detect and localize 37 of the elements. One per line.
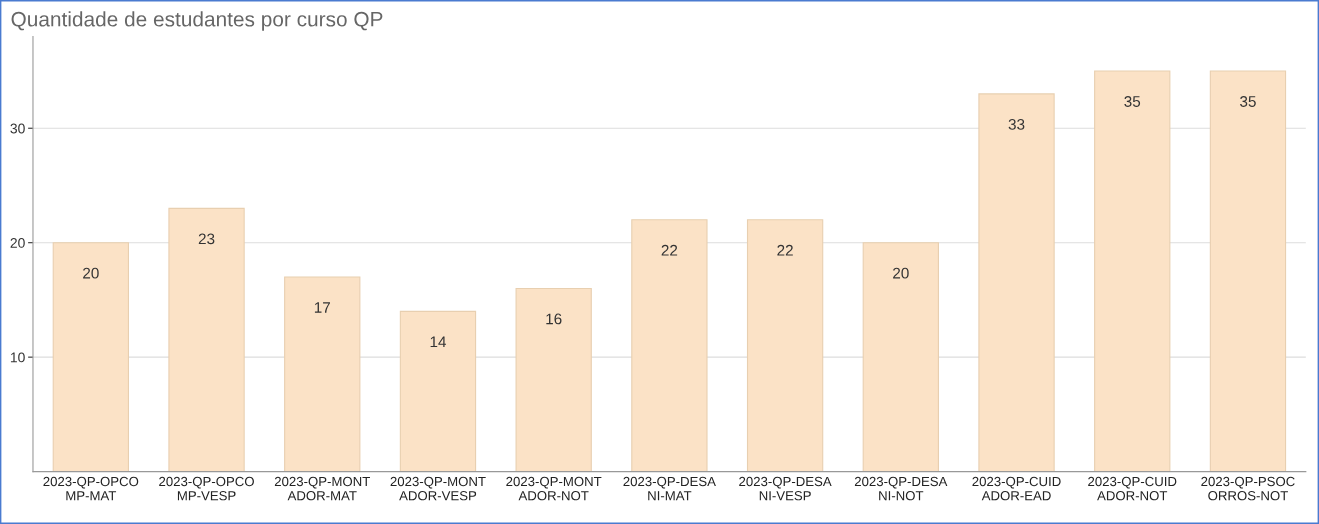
- bar: [746, 219, 824, 472]
- data-label: 33: [1008, 118, 1025, 130]
- data-label: 35: [1124, 96, 1141, 107]
- y-tick-label: 20: [10, 238, 25, 248]
- bar: [168, 207, 245, 472]
- x-tick-label: 2023-QP-DESANI-MAT: [623, 476, 716, 501]
- data-label: 20: [83, 267, 99, 279]
- bar: [52, 242, 129, 472]
- bar: [1094, 70, 1171, 472]
- data-label: 23: [198, 233, 215, 245]
- x-tick-label: 2023-QP-DESANI-VESP: [739, 476, 832, 501]
- y-tick-label: 10: [10, 352, 25, 363]
- x-tick-label: 2023-QP-CUIDADOR-EAD: [972, 476, 1061, 501]
- bar: [862, 242, 939, 472]
- bar: [284, 276, 361, 472]
- x-tick-label: 2023-QP-DESANI-NOT: [854, 476, 948, 501]
- x-tick-label: 2023-QP-OPCOMP-MAT: [43, 476, 139, 501]
- data-label: 17: [314, 302, 330, 313]
- bar: [515, 287, 592, 472]
- y-tick-label: 30: [10, 123, 25, 134]
- bar: [399, 310, 477, 472]
- data-label: 22: [777, 244, 793, 256]
- bar: [978, 93, 1055, 472]
- chart-title: Quantidade de estudantes por curso QP: [11, 11, 383, 31]
- x-tick-label: 2023-QP-MONTADOR-NOT: [506, 476, 602, 501]
- data-label: 20: [893, 267, 909, 279]
- x-tick-label: 2023-QP-PSOCORROS-NOT: [1201, 476, 1295, 501]
- x-tick-label: 2023-QP-CUIDADOR-NOT: [1088, 476, 1177, 501]
- data-label: 14: [430, 336, 447, 348]
- x-tick-label: 2023-QP-MONTADOR-MAT: [274, 476, 370, 501]
- data-label: 22: [661, 244, 678, 256]
- bar: [1209, 70, 1287, 472]
- data-label: 35: [1240, 96, 1256, 107]
- bar: [631, 219, 708, 472]
- x-tick-label: 2023-QP-MONTADOR-VESP: [390, 476, 486, 501]
- x-tick-label: 2023-QP-OPCOMP-VESP: [159, 476, 254, 501]
- data-label: 16: [546, 313, 562, 325]
